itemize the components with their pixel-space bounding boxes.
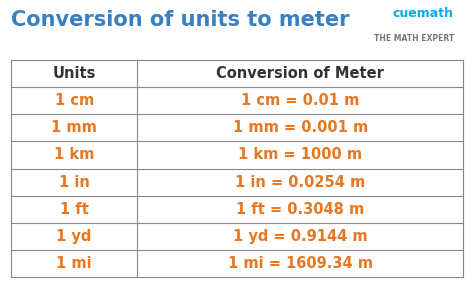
Text: 1 km: 1 km: [54, 148, 94, 163]
Text: 1 in: 1 in: [59, 175, 90, 190]
Text: 1 ft: 1 ft: [60, 202, 89, 217]
Text: 1 mm: 1 mm: [51, 120, 97, 135]
Text: 1 in = 0.0254 m: 1 in = 0.0254 m: [235, 175, 365, 190]
Text: Conversion of Meter: Conversion of Meter: [217, 66, 384, 81]
Text: 1 yd = 0.9144 m: 1 yd = 0.9144 m: [233, 229, 368, 244]
Text: 1 mi: 1 mi: [56, 256, 92, 271]
Text: Conversion of units to meter: Conversion of units to meter: [11, 10, 349, 30]
Text: 1 yd: 1 yd: [56, 229, 92, 244]
Text: THE MATH EXPERT: THE MATH EXPERT: [374, 34, 454, 42]
Text: cuemath: cuemath: [393, 7, 454, 20]
Text: Units: Units: [53, 66, 96, 81]
Text: 1 cm = 0.01 m: 1 cm = 0.01 m: [241, 93, 359, 108]
Text: 1 ft = 0.3048 m: 1 ft = 0.3048 m: [236, 202, 365, 217]
Text: 1 mi = 1609.34 m: 1 mi = 1609.34 m: [228, 256, 373, 271]
Text: 1 cm: 1 cm: [55, 93, 94, 108]
Text: 1 km = 1000 m: 1 km = 1000 m: [238, 148, 363, 163]
Text: 1 mm = 0.001 m: 1 mm = 0.001 m: [233, 120, 368, 135]
